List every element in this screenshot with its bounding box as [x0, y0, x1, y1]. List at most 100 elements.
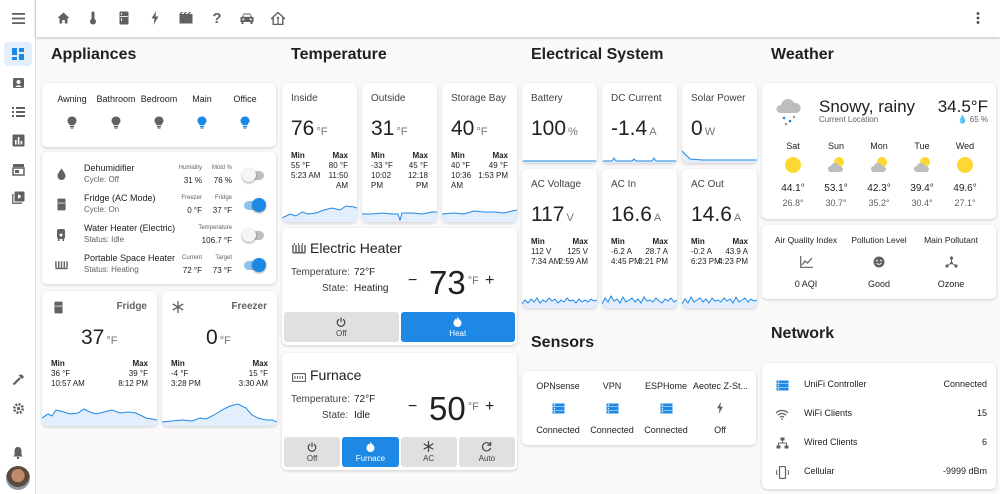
lightning-icon: [712, 401, 728, 415]
device-row[interactable]: Fridge (AC Mode) Cycle: On Freezer 0 °F Frid…: [42, 192, 276, 218]
freezer-card[interactable]: Freezer 0 °F Min -4 °F 3:28 PM Max 15 °F 3:30…: [162, 291, 277, 426]
dashboard-icon[interactable]: [4, 42, 32, 66]
max-label: Max: [652, 237, 668, 246]
electrical-card[interactable]: AC Out 14.6 A Min -0.2 A 6:23 PM Max 43.9 A 4:23…: [682, 169, 757, 308]
furnace-target: 50: [429, 390, 466, 427]
forecast-low: 35.2°: [868, 198, 890, 208]
electrical-card[interactable]: AC In 16.6 A Min -6.2 A 4:45 PM Max 28.7 A 3:21 …: [602, 169, 677, 308]
weather-condition: Snowy, rainy: [819, 97, 916, 116]
heater-target-unit: °F: [467, 275, 479, 287]
server-icon: [774, 378, 790, 392]
chart-icon[interactable]: [4, 128, 32, 152]
light-bathroom[interactable]: Bathroom: [94, 93, 138, 139]
furnace-mode-furnace-button[interactable]: Furnace: [342, 437, 399, 467]
snowy-rainy-icon: [772, 93, 806, 127]
light-awning[interactable]: Awning: [50, 93, 94, 139]
max-time: 2:59 AM: [558, 257, 588, 266]
sensor-item[interactable]: ESPHome Connected: [639, 379, 693, 439]
temp-sensor-card[interactable]: Storage Bay 40 °F Min 40 °F 10:36 AM Max 49 °F 1…: [442, 83, 517, 222]
air-quality-item[interactable]: Main Pollutant Ozone: [911, 233, 991, 293]
network-row[interactable]: WiFi Clients 15: [762, 406, 996, 422]
air-quality-item[interactable]: Air Quality Index 0 AQI: [766, 233, 846, 293]
device-row[interactable]: Dehumidifier Cycle: Off Humidity 31 % Mold %…: [42, 162, 276, 188]
fridge-card[interactable]: Fridge 37 °F Min 36 °F 10:57 AM Max 39 °F 8:1…: [42, 291, 157, 426]
heater-mode-heat-button[interactable]: Heat: [400, 312, 515, 342]
sensor-item-state: Connected: [644, 425, 688, 435]
network-row[interactable]: UniFi Controller Connected: [762, 377, 996, 393]
sensor-item[interactable]: Aeotec Z-St... Off: [693, 379, 747, 439]
more-vertical-icon[interactable]: [969, 9, 987, 27]
weather-card[interactable]: Snowy, rainy Current Location 34.5°F 💧 6…: [762, 83, 996, 219]
furnace-mode-off-button[interactable]: Off: [284, 437, 341, 467]
forecast-day-label: Mon: [870, 141, 888, 151]
light-office[interactable]: Office: [223, 93, 267, 139]
furnace-increase-button[interactable]: +: [485, 398, 495, 415]
forecast-day-label: Wed: [955, 141, 975, 151]
electrical-card[interactable]: Solar Power 0 W: [682, 83, 757, 163]
electrical-value: 14.6: [691, 203, 732, 226]
min-time: 10:02 PM: [371, 171, 392, 190]
light-main[interactable]: Main: [180, 93, 224, 139]
play-box-icon[interactable]: [4, 185, 32, 209]
list-icon[interactable]: [4, 100, 32, 124]
menu-icon[interactable]: [9, 9, 27, 27]
furnace-mode-auto-button[interactable]: Auto: [458, 437, 515, 467]
lightbulb-icon: [66, 115, 78, 129]
store-icon[interactable]: [4, 157, 32, 181]
lightning-icon[interactable]: [146, 9, 164, 27]
temp-sensor-card[interactable]: Inside 76 °F Min 55 °F 5:23 AM Max 80 °F 11:50 A…: [282, 83, 357, 222]
thermometer-icon[interactable]: [84, 9, 102, 27]
light-bedroom[interactable]: Bedroom: [137, 93, 181, 139]
forecast-day: Wed 49.6° 27.1°: [945, 139, 985, 213]
network-row-value: Connected: [943, 379, 987, 389]
avatar[interactable]: [6, 466, 30, 490]
device-row[interactable]: Water Heater (Electric) Status: Idle Tempe…: [42, 222, 276, 248]
heater-mode-off-button[interactable]: Off: [284, 312, 399, 342]
max-time: 1:53 PM: [478, 171, 508, 180]
home-assistant-icon[interactable]: [269, 9, 287, 27]
air-quality-item[interactable]: Pollution Level Good: [839, 233, 919, 293]
furnace-mode-ac-button[interactable]: AC: [400, 437, 457, 467]
fridge-max-val: 39 °F: [128, 369, 148, 378]
sensor-item[interactable]: OPNsense Connected: [531, 379, 585, 439]
electrical-card[interactable]: AC Voltage 117 V Min 112 V 7:34 AM Max 125 V 2:5…: [522, 169, 597, 308]
account-box-icon[interactable]: [4, 71, 32, 95]
device-b-label: Target: [215, 255, 232, 261]
freezer-max-time: 3:30 AM: [238, 379, 268, 388]
electrical-unit: W: [704, 126, 716, 138]
home-icon[interactable]: [54, 9, 72, 27]
device-a-label: Current: [181, 255, 202, 261]
light-label: Main: [192, 94, 212, 104]
device-toggle[interactable]: [244, 198, 266, 212]
sensor-item[interactable]: VPN Connected: [585, 379, 639, 439]
devices-card: Dehumidifier Cycle: Off Humidity 31 % Mold %…: [42, 152, 276, 284]
heater-temp-label: Temperature:: [291, 267, 350, 278]
sensor-unit: °F: [476, 126, 488, 138]
temp-sensor-card[interactable]: Outside 31 °F Min -33 °F 10:02 PM Max 45 °F 12:1…: [362, 83, 437, 222]
network-row[interactable]: Cellular -9999 dBm: [762, 464, 996, 480]
heater-decrease-button[interactable]: −: [408, 272, 418, 289]
device-toggle[interactable]: [244, 258, 266, 272]
heater-increase-button[interactable]: +: [485, 272, 495, 289]
electrical-card[interactable]: DC Current -1.4 A: [602, 83, 677, 163]
device-toggle[interactable]: [242, 228, 264, 242]
electrical-unit: A: [649, 126, 657, 138]
movie-icon[interactable]: [177, 9, 195, 27]
furnace-decrease-button[interactable]: −: [408, 398, 418, 415]
device-b-label: Temperature: [198, 225, 232, 231]
gear-icon[interactable]: [4, 396, 32, 420]
electrical-sparkline: [682, 295, 757, 308]
electric-heater-card: Electric Heater Temperature: 72°F State:…: [282, 228, 517, 345]
electrical-name: AC Voltage: [531, 179, 582, 190]
freezer-sparkline: [162, 403, 277, 426]
network-row[interactable]: Wired Clients 6: [762, 435, 996, 451]
electrical-card[interactable]: Battery 100%: [522, 83, 597, 163]
fridge-icon[interactable]: [115, 9, 133, 27]
device-toggle[interactable]: [242, 168, 264, 182]
car-icon[interactable]: [238, 9, 256, 27]
device-row[interactable]: Portable Space Heater Status: Heating Curr…: [42, 252, 276, 278]
help-icon[interactable]: ?: [212, 9, 222, 27]
bell-icon[interactable]: [4, 440, 32, 464]
hammer-icon[interactable]: [4, 367, 32, 391]
mode-label: AC: [423, 454, 435, 463]
